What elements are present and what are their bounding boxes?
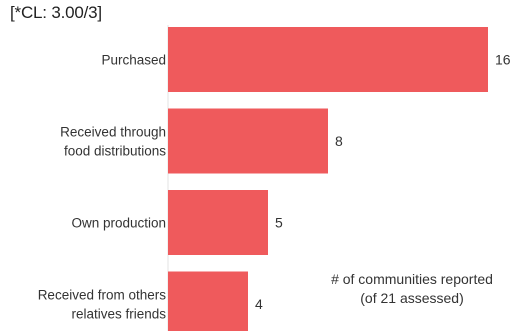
bar xyxy=(168,190,268,255)
category-label: Purchased xyxy=(101,53,166,68)
category-label: Received through xyxy=(60,125,166,140)
category-label: Received from others xyxy=(38,288,167,303)
bar xyxy=(168,27,488,92)
category-label: food distributions xyxy=(64,144,166,159)
value-label: 4 xyxy=(255,296,263,312)
value-label: 5 xyxy=(275,215,283,231)
chart-note: # of communities reported (of 21 assesse… xyxy=(312,270,510,308)
bar xyxy=(168,108,328,174)
confidence-level-tag: [*CL: 3.00/3] xyxy=(10,3,102,22)
chart-note-line-2: (of 21 assessed) xyxy=(360,290,464,306)
value-label: 16 xyxy=(495,52,510,68)
category-label: relatives friends xyxy=(71,307,166,322)
chart-note-line-1: # of communities reported xyxy=(331,271,493,287)
bar xyxy=(168,271,248,331)
category-label: Own production xyxy=(71,216,166,231)
value-label: 8 xyxy=(335,133,343,149)
